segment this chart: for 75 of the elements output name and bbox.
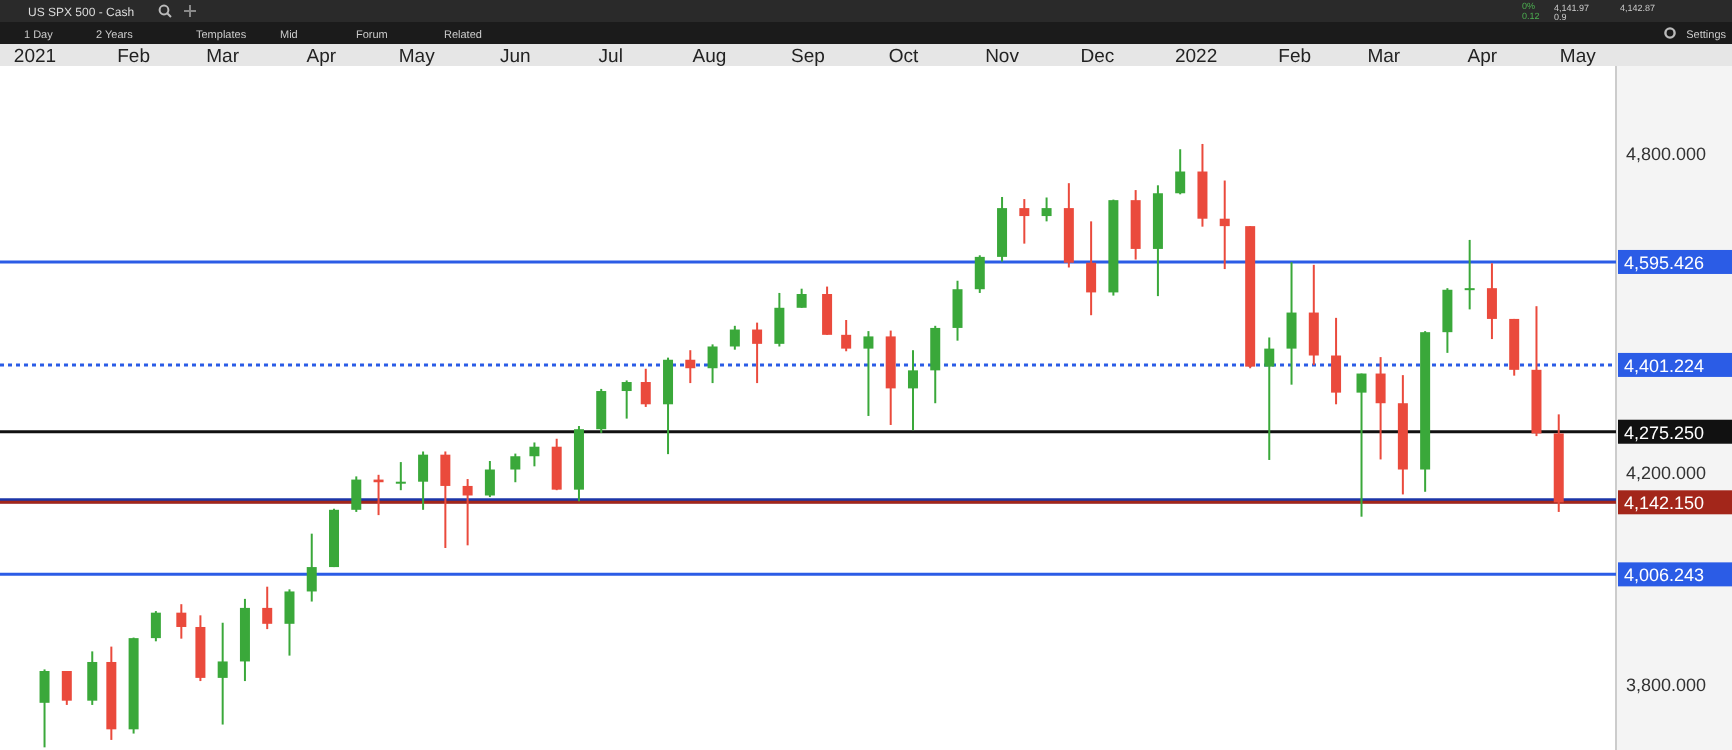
- candlestick: [262, 585, 273, 631]
- candlestick: [1197, 142, 1208, 228]
- x-tick-label: Oct: [888, 46, 919, 68]
- candlestick: [752, 321, 763, 385]
- candlestick: [1286, 261, 1297, 386]
- ref-line-label: 4,275.250: [1624, 422, 1705, 443]
- x-tick-label: May: [1559, 46, 1597, 68]
- candlestick: [663, 356, 674, 456]
- candlestick: [150, 610, 161, 643]
- candlestick: [1375, 356, 1386, 461]
- candlestick: [1219, 179, 1230, 271]
- candlestick: [484, 460, 495, 499]
- candlestick: [707, 343, 718, 385]
- candlestick: [729, 324, 740, 351]
- candlestick: [39, 668, 50, 749]
- candlestick: [510, 452, 521, 484]
- candlestick: [1331, 316, 1342, 406]
- y-tick-label: 4,800.000: [1626, 144, 1707, 165]
- candlestick: [1019, 198, 1030, 245]
- candlestick: [462, 478, 473, 547]
- x-tick-label: 2021: [13, 46, 57, 68]
- x-tick-label: Nov: [985, 46, 1020, 68]
- x-tick-label: Aug: [692, 46, 727, 68]
- candlestick: [685, 349, 696, 385]
- candlestick: [284, 588, 295, 657]
- candlestick: [1356, 372, 1367, 518]
- ref-line-label: 4,401.224: [1624, 355, 1705, 376]
- candlestick: [952, 279, 963, 342]
- candlestick: [640, 367, 651, 408]
- candlestick: [1442, 287, 1453, 354]
- x-tick-label: Apr: [1467, 46, 1498, 68]
- candlestick: [395, 461, 406, 492]
- candlestick: [907, 349, 918, 432]
- candlestick: [176, 603, 187, 640]
- candlestick: [1486, 262, 1497, 341]
- candlestick: [841, 318, 852, 353]
- x-tick-label: Feb: [1278, 46, 1312, 68]
- ref-line-label: 4,006.243: [1624, 565, 1705, 586]
- candlestick: [529, 441, 540, 468]
- candlestick: [1464, 238, 1475, 311]
- y-tick-label: 4,200.000: [1626, 462, 1707, 483]
- candlestick: [418, 450, 429, 511]
- candlestick: [217, 621, 228, 726]
- candlestick: [1041, 196, 1052, 223]
- ref-line-label: 4,595.426: [1624, 252, 1705, 273]
- candlestick: [930, 324, 941, 405]
- candlestick: [863, 330, 874, 417]
- candlestick: [1086, 220, 1097, 317]
- candlestick: [774, 291, 785, 348]
- candlestick: [440, 450, 451, 549]
- candlestick: [796, 287, 807, 309]
- x-tick-label: Jul: [598, 46, 623, 68]
- x-tick-label: Dec: [1080, 46, 1115, 68]
- x-tick-label: Feb: [117, 46, 150, 68]
- candlestick: [61, 670, 72, 706]
- x-tick-label: 2022: [1174, 46, 1218, 68]
- x-tick-label: Mar: [206, 46, 240, 68]
- x-tick-label: Sep: [791, 46, 825, 68]
- candlestick: [621, 379, 632, 420]
- y-tick-label: 3,800.000: [1626, 674, 1707, 695]
- ref-line-label: 4,142.150: [1624, 493, 1705, 514]
- candlestick: [351, 475, 362, 513]
- x-tick-label: Apr: [306, 46, 337, 68]
- candlestick: [1264, 336, 1275, 461]
- candlestick: [87, 650, 98, 706]
- candlestick: [974, 254, 985, 294]
- x-tick-label: Jun: [500, 46, 531, 68]
- candlestick: [551, 437, 562, 492]
- candlestick: [306, 532, 317, 603]
- candlestick: [822, 285, 833, 336]
- candlestick: [1308, 263, 1319, 367]
- candlestick: [596, 387, 607, 434]
- candlestick: [1175, 148, 1186, 196]
- x-tick-label: Mar: [1367, 46, 1401, 68]
- x-tick-label: May: [398, 46, 436, 68]
